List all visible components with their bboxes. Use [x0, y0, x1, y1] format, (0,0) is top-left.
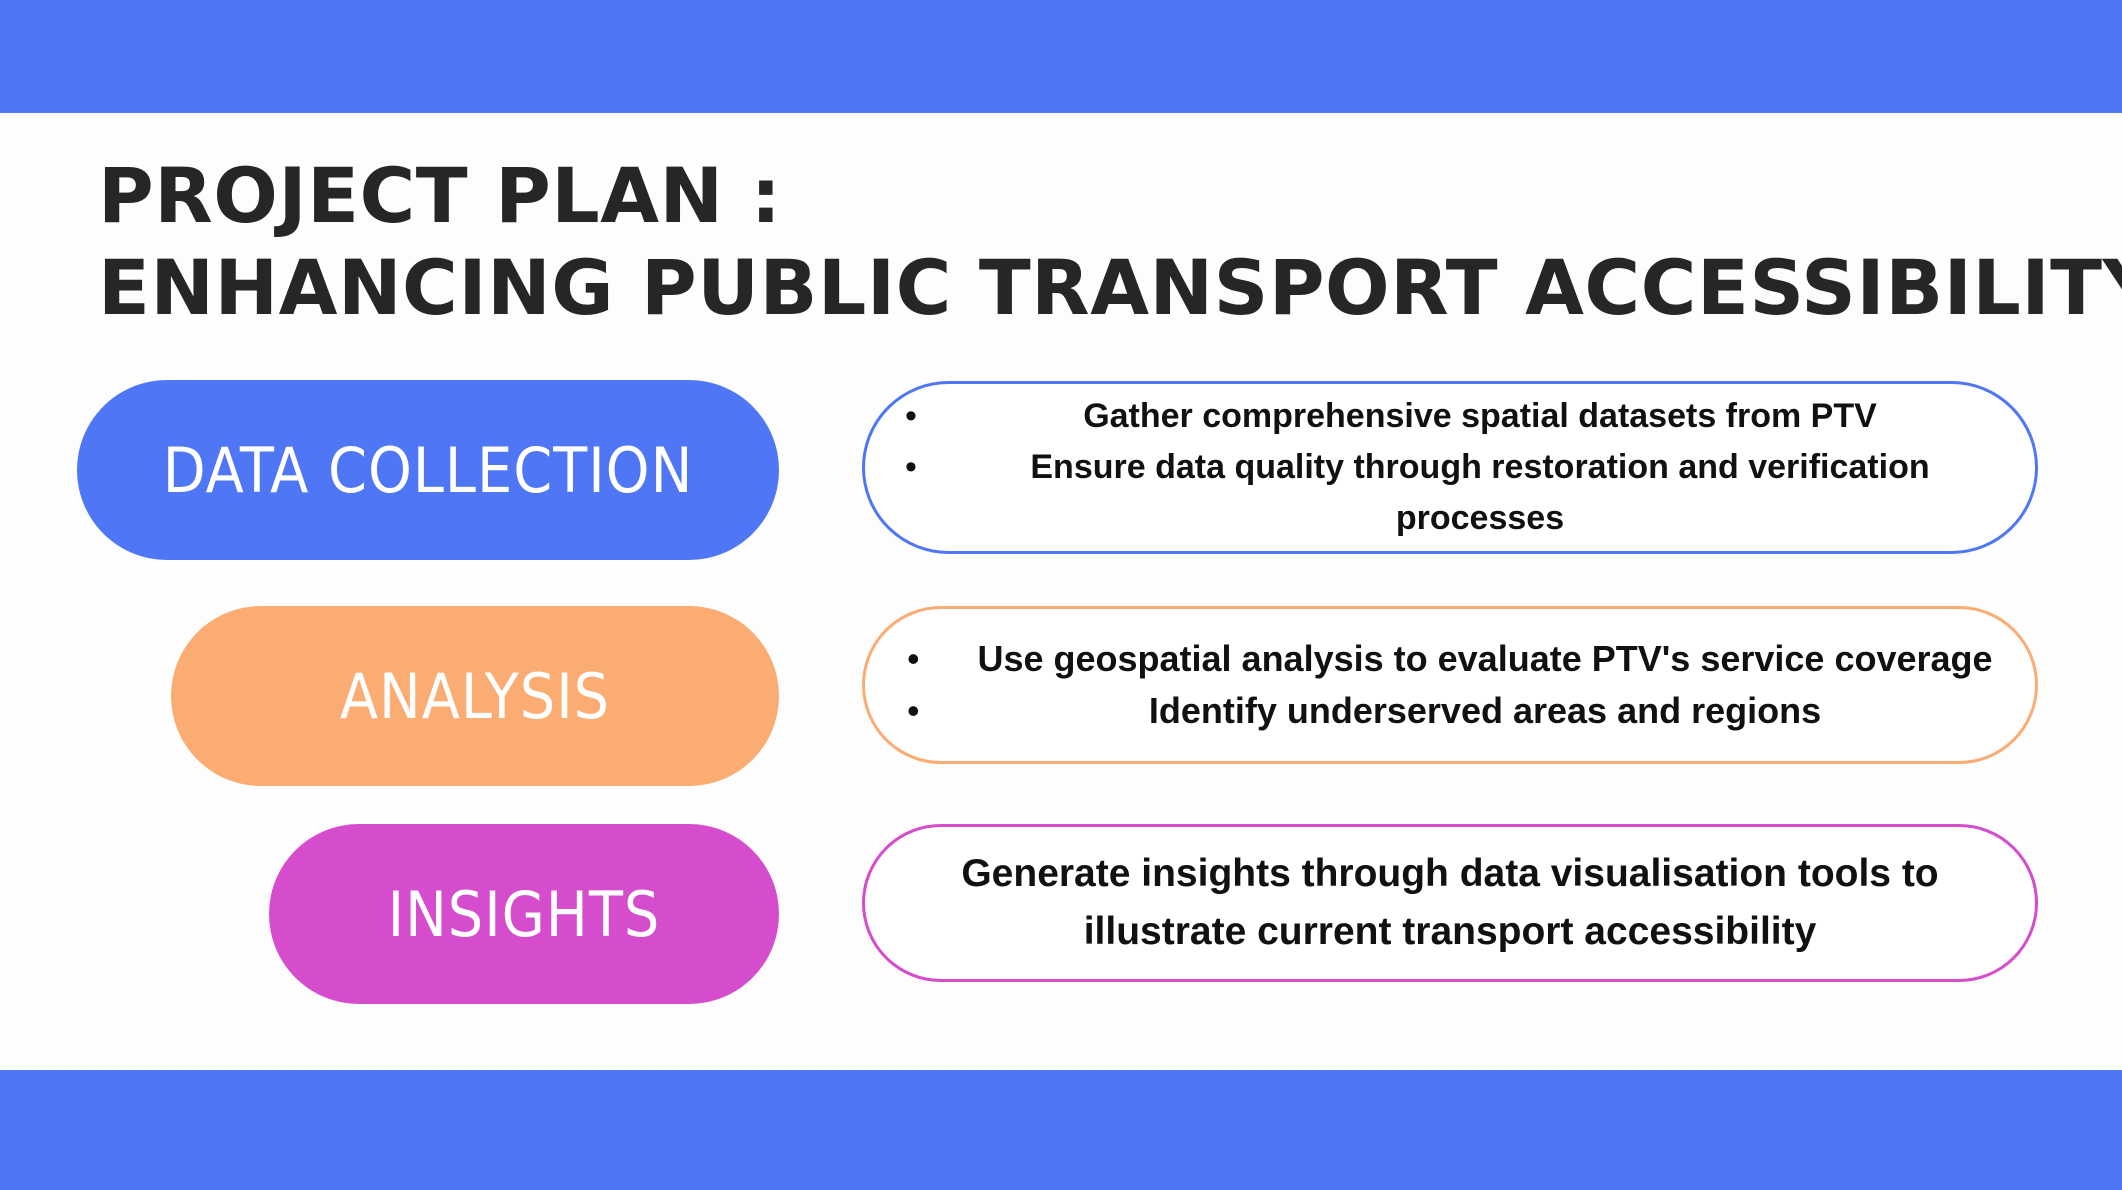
list-item: • Identify underserved areas and regions [865, 685, 2035, 737]
list-item: • Gather comprehensive spatial datasets … [865, 391, 2035, 442]
insights-stage: INSIGHTS [269, 824, 779, 1004]
title-line-2: ENHANCING PUBLIC TRANSPORT ACCESSIBILITY [98, 243, 2122, 332]
bullet-text: Gather comprehensive spatial datasets fr… [1083, 397, 1877, 435]
list-item: • Ensure data quality through restoratio… [865, 442, 2035, 544]
bottom-banner [0, 1070, 2122, 1190]
insights-description: Generate insights through data visualisa… [961, 852, 1939, 953]
data-collection-stage: DATA COLLECTION [77, 380, 779, 560]
analysis-details: • Use geospatial analysis to evaluate PT… [862, 606, 2038, 764]
analysis-bullets: • Use geospatial analysis to evaluate PT… [865, 633, 2035, 737]
bullet-icon: • [905, 448, 917, 486]
page-title: PROJECT PLAN : ENHANCING PUBLIC TRANSPOR… [98, 150, 2122, 334]
bullet-text: Identify underserved areas and regions [1148, 690, 1822, 731]
top-banner [0, 0, 2122, 113]
list-item: • Use geospatial analysis to evaluate PT… [865, 633, 2035, 685]
bullet-icon: • [907, 690, 920, 731]
analysis-stage: ANALYSIS [171, 606, 779, 786]
data-collection-label: DATA COLLECTION [162, 433, 694, 507]
bullet-text: Ensure data quality through restoration … [1030, 448, 1930, 537]
title-line-1: PROJECT PLAN : [98, 151, 782, 240]
bullet-text: Use geospatial analysis to evaluate PTV'… [977, 638, 1993, 679]
data-collection-bullets: • Gather comprehensive spatial datasets … [865, 391, 2035, 544]
data-collection-details: • Gather comprehensive spatial datasets … [862, 381, 2038, 554]
analysis-label: ANALYSIS [339, 659, 611, 733]
bullet-icon: • [907, 638, 920, 679]
insights-details: Generate insights through data visualisa… [862, 824, 2038, 982]
insights-label: INSIGHTS [387, 877, 661, 951]
bullet-icon: • [905, 397, 917, 435]
